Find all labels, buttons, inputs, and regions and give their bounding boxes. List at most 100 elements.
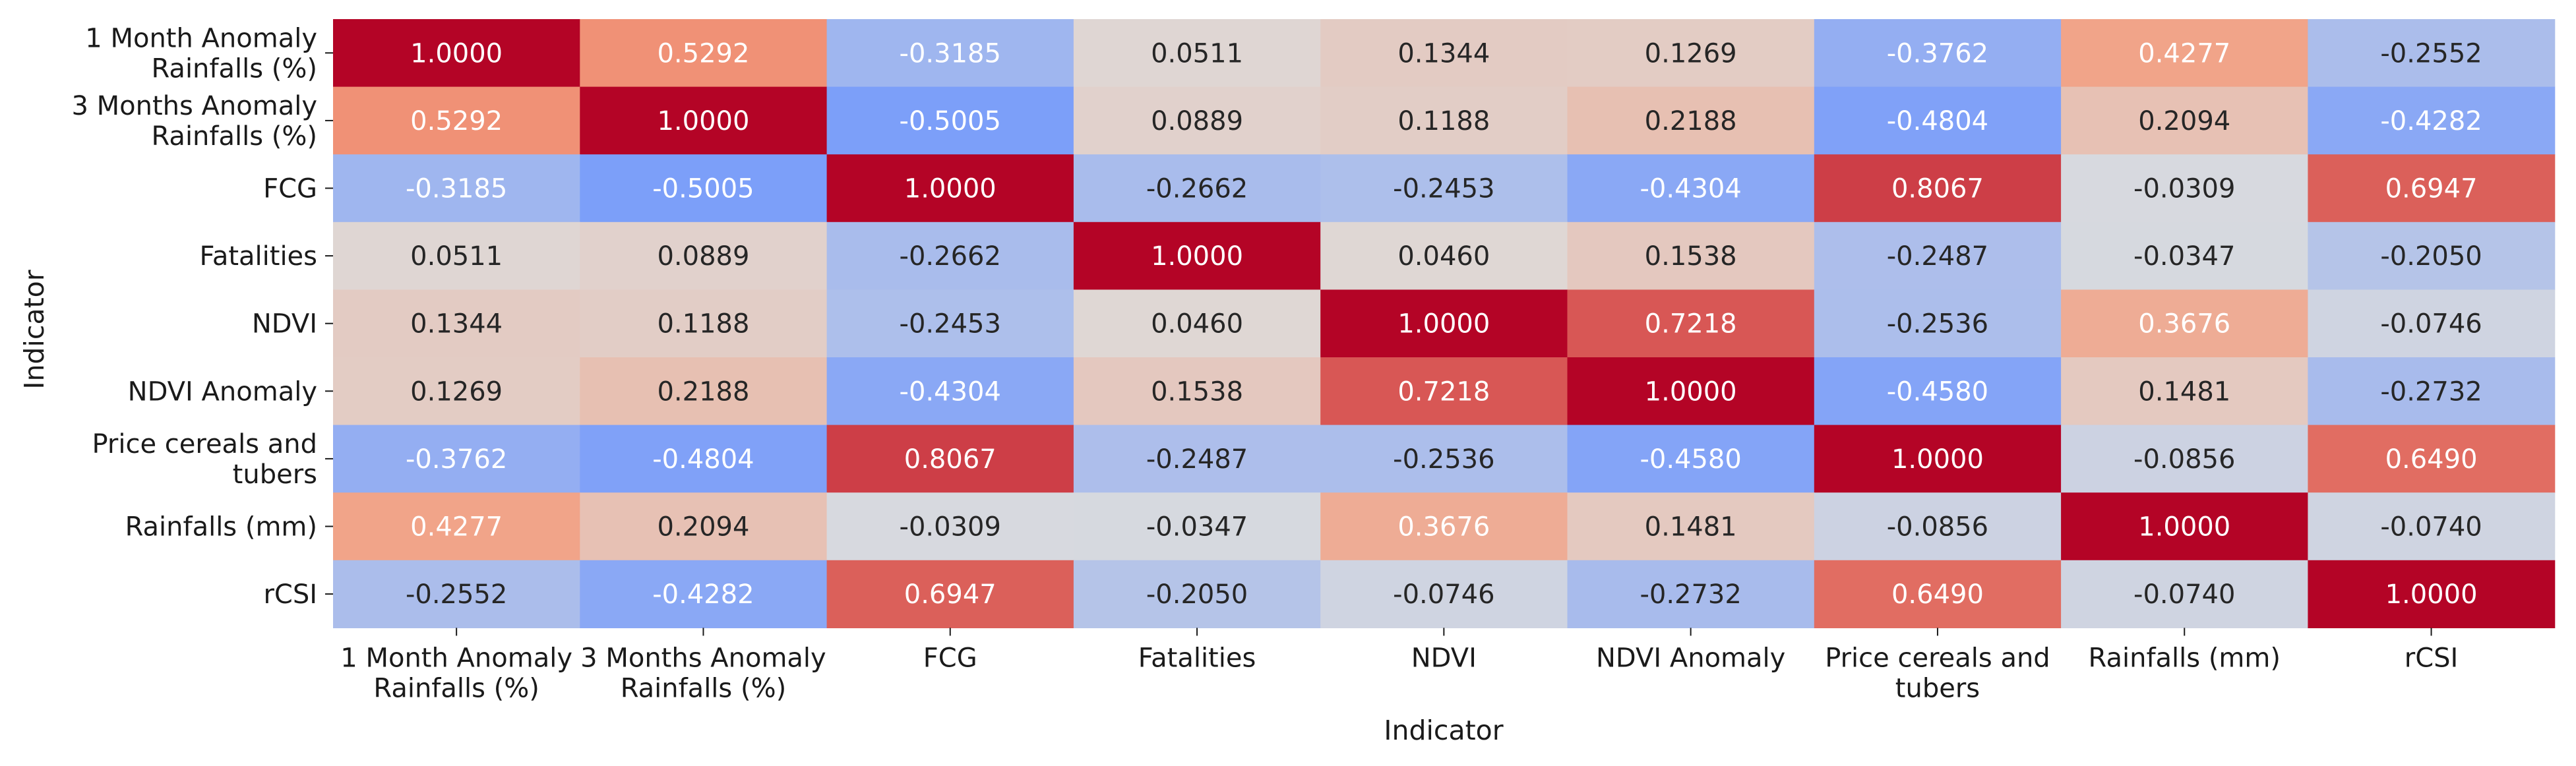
cell-value-label: -0.2453	[1393, 174, 1494, 204]
cell-value-label: -0.4580	[1640, 444, 1741, 475]
heatmap-cell	[2308, 19, 2556, 88]
cell-value-label: -0.5005	[652, 174, 754, 204]
heatmap-cell	[580, 425, 828, 493]
heatmap-cell	[826, 425, 1074, 493]
cell-value-label: 0.5292	[657, 38, 749, 69]
cell-value-label: -0.4282	[2380, 106, 2482, 136]
x-tick-label: NDVI Anomaly	[1596, 643, 1785, 673]
heatmap-cell	[2308, 154, 2556, 223]
x-tick-label: 3 Months Anomaly Rainfalls (%)	[580, 643, 826, 703]
cell-value-label: 0.6947	[904, 579, 997, 610]
heatmap-cell	[1567, 86, 1815, 155]
heatmap-cell	[2061, 154, 2308, 223]
heatmap-cell	[1320, 492, 1568, 561]
cell-value-label: -0.2487	[1887, 241, 1988, 272]
heatmap-cell	[1567, 154, 1815, 223]
heatmap-cell	[1814, 221, 2062, 290]
cell-value-label: 0.0889	[1151, 106, 1243, 136]
heatmap-cell	[333, 86, 580, 155]
heatmap-cell	[2308, 560, 2556, 628]
heatmap-cell	[580, 19, 828, 88]
heatmap-cell	[2061, 492, 2308, 561]
cell-value-label: -0.3185	[406, 174, 507, 204]
heatmap-cell	[1320, 425, 1568, 493]
y-axis-title: Indicator	[18, 270, 50, 389]
heatmap-cell	[826, 560, 1074, 628]
cell-value-label: -0.0309	[900, 512, 1001, 543]
heatmap-cell	[580, 86, 828, 155]
heatmap-cell	[580, 221, 828, 290]
y-tick-label: 3 Months Anomaly Rainfalls (%)	[71, 91, 317, 152]
cell-value-label: -0.0740	[2380, 512, 2482, 543]
cell-value-label: 0.0460	[1151, 309, 1243, 339]
cell-value-label: -0.5005	[900, 106, 1001, 136]
cell-value-label: 0.1481	[1645, 512, 1737, 543]
cell-value-label: 1.0000	[1397, 309, 1490, 339]
heatmap-cell	[826, 492, 1074, 561]
cell-value-label: 0.8067	[904, 444, 997, 475]
cell-value-label: 0.1269	[1645, 38, 1737, 69]
heatmap-cell	[1320, 86, 1568, 155]
heatmap-cell	[333, 154, 580, 223]
heatmap-cell	[2308, 289, 2556, 358]
cell-value-label: 0.0460	[1397, 241, 1490, 272]
heatmap-cell-labels: 1.0000 0.5292 -0.3185 0.0511 0.1344 0.1269 -0.…	[406, 38, 2482, 610]
x-tick-label: NDVI	[1411, 643, 1477, 673]
heatmap-cell	[1320, 560, 1568, 628]
heatmap-cell	[2061, 425, 2308, 493]
cell-value-label: 0.2094	[657, 512, 749, 543]
heatmap-cell	[580, 357, 828, 426]
heatmap-cell	[580, 289, 828, 358]
cell-value-label: -0.3762	[406, 444, 507, 475]
heatmap-cell	[1073, 221, 1321, 290]
heatmap-cell	[1567, 425, 1815, 493]
cell-value-label: -0.0740	[2133, 579, 2235, 610]
x-axis-title: Indicator	[1384, 715, 1503, 746]
cell-value-label: -0.2552	[406, 579, 507, 610]
heatmap-cell	[1073, 86, 1321, 155]
x-tick-label: Rainfalls (mm)	[2089, 643, 2281, 673]
cell-value-label: -0.2536	[1887, 309, 1988, 339]
cell-value-label: -0.2732	[1640, 579, 1741, 610]
cell-value-label: 0.7218	[1645, 309, 1737, 339]
heatmap-cell	[2061, 289, 2308, 358]
heatmap-cell	[826, 357, 1074, 426]
x-tick-label: Price cereals and tubers	[1825, 643, 2050, 703]
heatmap-cell	[1320, 357, 1568, 426]
cell-value-label: -0.2453	[900, 309, 1001, 339]
heatmap-cell	[333, 492, 580, 561]
cell-value-label: 1.0000	[2138, 512, 2230, 543]
heatmap-cell	[1814, 425, 2062, 493]
cell-value-label: -0.4804	[652, 444, 754, 475]
cell-value-label: -0.4804	[1887, 106, 1988, 136]
cell-value-label: 0.6490	[1891, 579, 1984, 610]
heatmap-cell	[1073, 19, 1321, 88]
cell-value-label: 0.6490	[2385, 444, 2478, 475]
heatmap-cell	[1814, 560, 2062, 628]
cell-value-label: -0.2536	[1393, 444, 1494, 475]
y-tick-label: Rainfalls (mm)	[125, 512, 317, 543]
heatmap-cell	[1567, 560, 1815, 628]
cell-value-label: 0.1481	[2138, 376, 2230, 407]
cell-value-label: -0.4304	[900, 376, 1001, 407]
y-tick-label: Fatalities	[199, 241, 317, 272]
cell-value-label: 0.3676	[1397, 512, 1490, 543]
cell-value-label: 0.7218	[1397, 376, 1490, 407]
x-axis-ticks: 1 Month Anomaly Rainfalls (%)3 Months Ano…	[340, 628, 2458, 703]
cell-value-label: -0.0309	[2133, 174, 2235, 204]
cell-value-label: 0.2188	[1645, 106, 1737, 136]
heatmap-cell	[1567, 289, 1815, 358]
heatmap-cell	[1814, 86, 2062, 155]
heatmap-cell	[1073, 357, 1321, 426]
cell-value-label: -0.2050	[2380, 241, 2482, 272]
heatmap-cell	[1814, 492, 2062, 561]
cell-value-label: 0.3676	[2138, 309, 2230, 339]
heatmap-cell	[2061, 357, 2308, 426]
heatmap-cell	[1073, 492, 1321, 561]
cell-value-label: -0.2552	[2380, 38, 2482, 69]
cell-value-label: -0.2050	[1146, 579, 1248, 610]
heatmap-cell	[2308, 86, 2556, 155]
heatmap-cell	[826, 19, 1074, 88]
cell-value-label: 0.1344	[1397, 38, 1490, 69]
